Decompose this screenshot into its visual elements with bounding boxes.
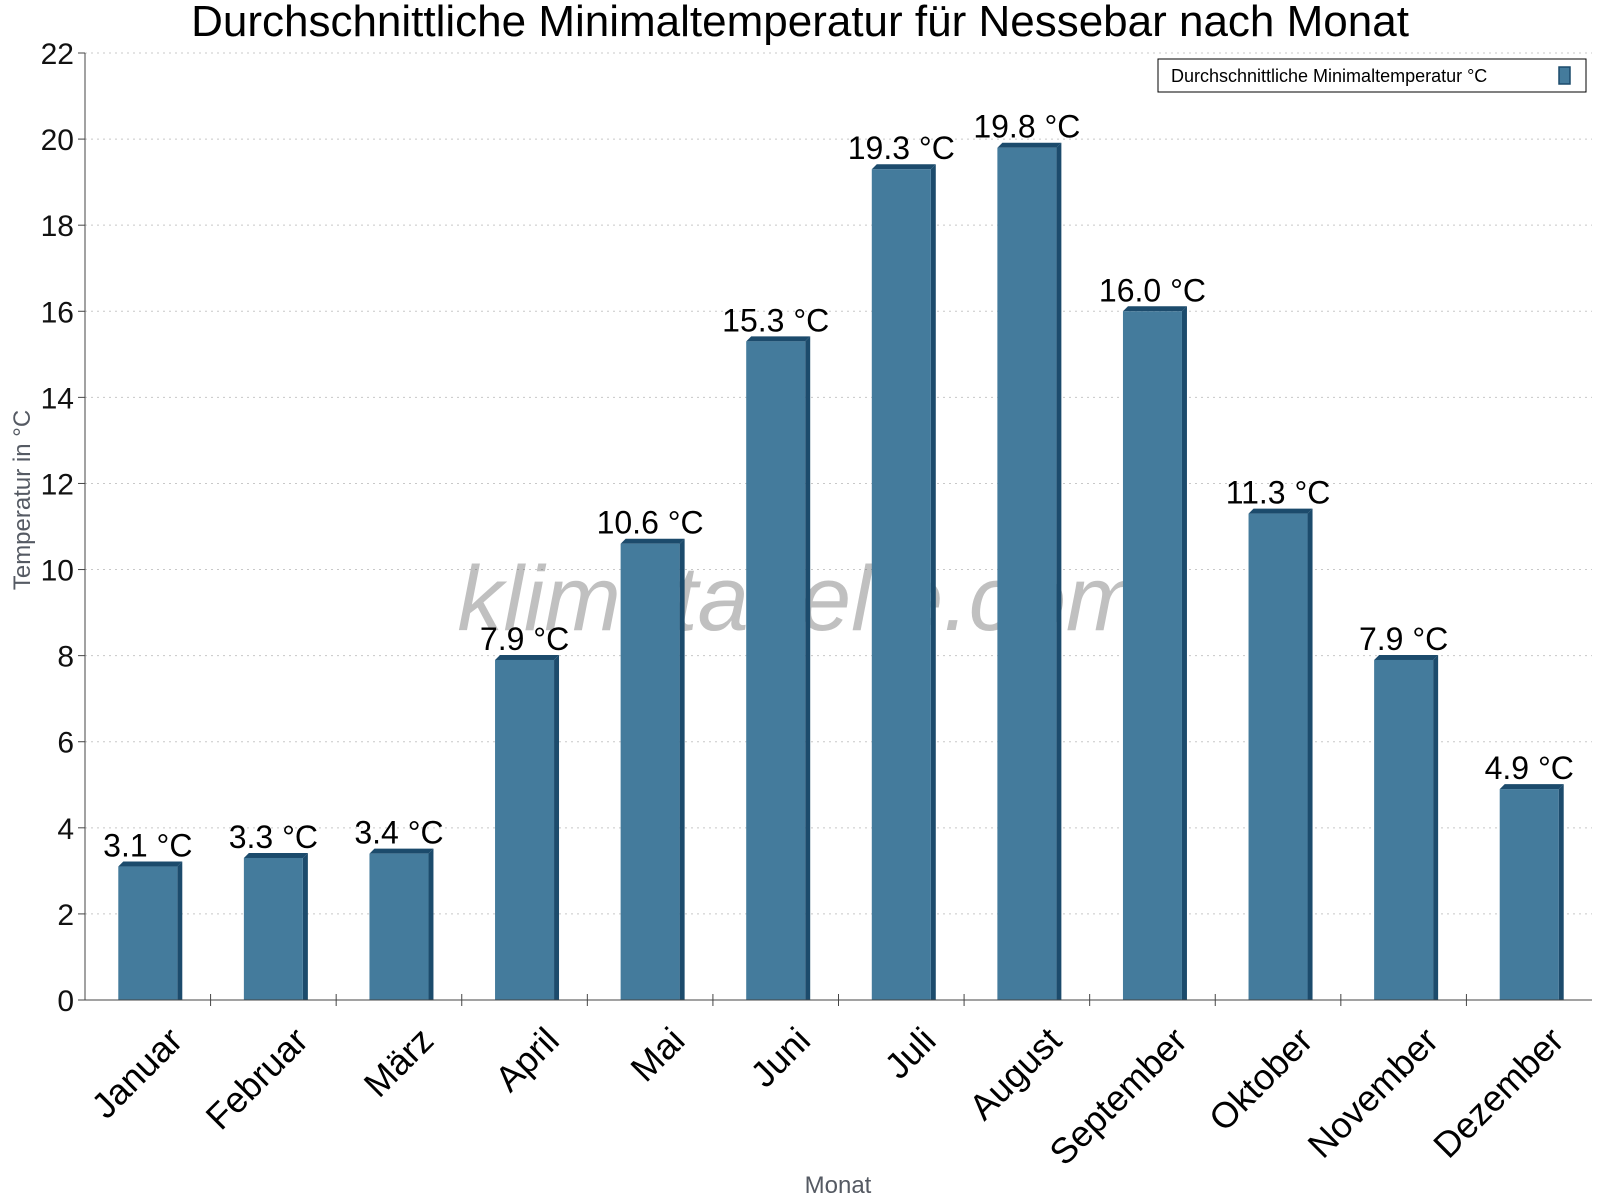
y-tick-label: 2 [57,899,74,932]
legend-swatch [1558,66,1571,85]
data-label: 19.3 °C [848,130,955,166]
bar-top [369,848,434,854]
bar-side [554,654,560,1000]
x-tick-label: September [1041,1019,1195,1173]
bar-face [118,866,178,1000]
x-tick-label: Juni [742,1019,818,1095]
bar-side [1307,508,1313,1000]
bar-face [1374,659,1434,1000]
data-label: 3.1 °C [103,828,192,864]
x-tick-label: Januar [83,1019,190,1126]
x-tick-label: August [961,1019,1069,1127]
bar-juli [871,164,936,1001]
bar-top [746,336,811,342]
chart-title: Durchschnittliche Minimaltemperatur für … [191,0,1409,46]
data-label: 3.3 °C [229,819,318,855]
bar-mai [620,538,685,1000]
bar-februar [243,852,308,1000]
bar-top [1248,508,1313,514]
bar-face [243,857,303,1000]
bar-april [495,654,560,1000]
bar-juni [746,336,811,1000]
bar-face [1248,513,1308,1000]
data-label: 11.3 °C [1226,475,1331,511]
data-label: 19.8 °C [973,109,1080,145]
bar-top [997,142,1062,148]
data-label: 3.4 °C [354,815,443,851]
x-axis-label: Monat [805,1172,872,1199]
bar-top [1374,654,1439,660]
x-tick-label: November [1300,1019,1446,1165]
legend-label: Durchschnittliche Minimaltemperatur °C [1171,66,1487,86]
y-axis-label: Temperatur in °C [9,410,36,590]
bar-side [177,861,183,1000]
bar-side [805,336,811,1000]
y-tick-label: 22 [41,38,74,71]
bar-dezember [1499,784,1564,1000]
data-label: 15.3 °C [722,302,829,338]
bar-face [495,659,555,1000]
bar-side [679,538,685,1000]
bar-top [1122,306,1187,312]
bar-september [1122,306,1187,1001]
bar-august [997,142,1062,1000]
grid-lines [85,52,1592,915]
data-label: 10.6 °C [597,505,704,541]
y-tick-label: 0 [57,985,74,1018]
y-tick-label: 4 [57,813,74,846]
legend-box [1157,58,1587,93]
bar-top [1499,784,1564,790]
bar-face [369,853,429,1000]
data-label: 7.9 °C [1359,621,1448,657]
bar-top [620,538,685,544]
x-tick-label: Juli [876,1019,943,1086]
x-tick-label: April [487,1019,567,1099]
data-label: 16.0 °C [1099,272,1206,308]
legend: Durchschnittliche Minimaltemperatur °C [1157,58,1587,93]
bar-side [1558,784,1564,1000]
bar-oktober [1248,508,1313,1000]
bar-januar [118,861,183,1000]
bars [118,142,1564,1001]
y-tick-label: 14 [41,382,74,415]
bar-side [930,164,936,1001]
data-label: 4.9 °C [1485,750,1574,786]
bar-side [1433,654,1439,1000]
bar-face [997,147,1057,1000]
bar-top [871,164,936,170]
y-tick-label: 16 [41,296,74,329]
x-tick-label: März [356,1019,442,1105]
data-labels: 3.1 °C 3.3 °C 3.4 °C 7.9 °C 10.6 °C 15.3 °C 19… [103,109,1574,864]
y-tick-label: 18 [41,210,74,243]
bar-november [1374,654,1439,1000]
bar-top [118,861,183,867]
y-tick-label: 8 [57,641,74,674]
x-tick-label: Dezember [1425,1019,1571,1165]
x-tick-label: Mai [622,1019,692,1089]
y-tick-label: 6 [57,727,74,760]
data-label: 7.9 °C [480,621,569,657]
x-tick-label: Oktober [1201,1019,1321,1139]
bar-face [620,543,680,1000]
bar-face [1499,789,1559,1000]
bar-top [495,654,560,660]
bar-side [1181,306,1187,1001]
bar-märz [369,848,434,1000]
bar-face [746,341,806,1000]
bar-top [243,852,308,858]
x-tick-label: Februar [198,1019,316,1137]
y-tick-label: 10 [41,555,74,588]
y-tick-label: 12 [41,468,74,501]
bar-face [871,169,931,1001]
y-tick-label: 20 [41,124,74,157]
bar-face [1122,311,1182,1001]
bar-side [302,852,308,1000]
bar-side [1056,142,1062,1000]
bar-side [428,848,434,1000]
